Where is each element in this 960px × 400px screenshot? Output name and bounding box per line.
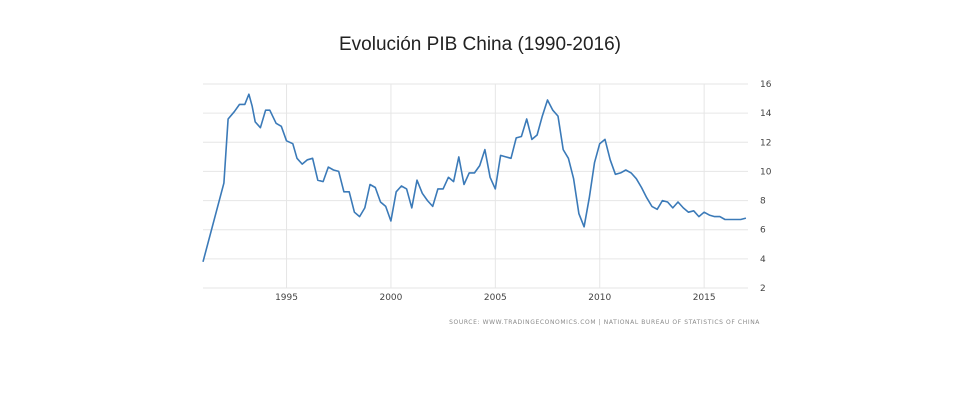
series-layer — [202, 93, 747, 263]
x-tick-label: 1995 — [275, 293, 298, 303]
y-tick-label: 10 — [760, 167, 772, 177]
chart-source-note: SOURCE: WWW.TRADINGECONOMICS.COM | NATIO… — [449, 319, 760, 326]
series-line-1 — [202, 93, 747, 263]
y-tick-label: 8 — [760, 197, 766, 207]
y-tick-label: 2 — [760, 284, 766, 294]
gridlines — [203, 83, 748, 289]
y-tick-label: 4 — [760, 255, 766, 265]
x-tick-label: 2015 — [693, 293, 716, 303]
y-tick-label: 12 — [760, 138, 771, 148]
y-axis: 2 4 6 8 10 12 14 16 — [760, 80, 772, 294]
y-tick-label: 14 — [760, 109, 772, 119]
chart-title: Evolución PIB China (1990-2016) — [338, 34, 621, 55]
x-axis: 1995 2000 2005 2010 2015 — [275, 293, 716, 303]
y-tick-label: 6 — [760, 226, 766, 236]
y-tick-label: 16 — [760, 80, 772, 90]
x-tick-label: 2005 — [484, 293, 507, 303]
x-tick-label: 2000 — [379, 293, 402, 303]
x-tick-label: 2010 — [588, 293, 611, 303]
